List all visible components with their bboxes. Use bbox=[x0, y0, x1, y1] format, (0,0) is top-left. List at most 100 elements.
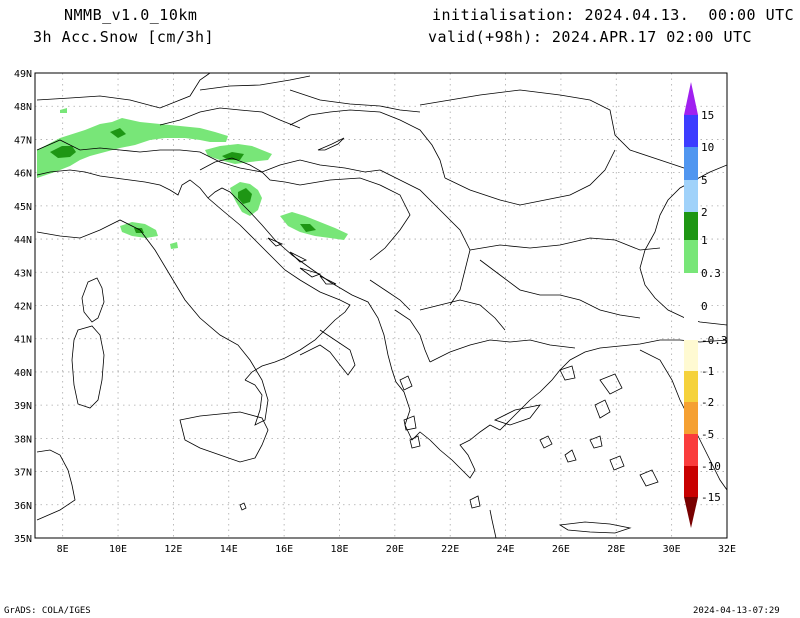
island-4 bbox=[319, 275, 337, 285]
border-romania-south bbox=[469, 237, 661, 251]
lat-tick-label: 40N bbox=[14, 368, 32, 379]
map-content bbox=[35, 73, 727, 538]
coast-sicily bbox=[179, 411, 269, 463]
map-frame bbox=[34, 72, 728, 539]
snow-core-velebit bbox=[238, 188, 252, 204]
border-serbia bbox=[379, 169, 471, 306]
colorbar-segment bbox=[684, 434, 698, 466]
colorbar-label: 2 bbox=[701, 206, 708, 219]
coast-italy-west bbox=[36, 219, 269, 426]
border-slovenia bbox=[199, 157, 301, 186]
lat-tick-labels: 49N 48N 47N 46N 45N 44N 43N 42N 41N 40N 39N 38N 37N 3… bbox=[14, 69, 32, 545]
colorbar-label: 0 bbox=[701, 300, 708, 313]
colorbar-segment bbox=[684, 371, 698, 402]
border-bulgaria bbox=[479, 259, 641, 319]
lat-tick-label: 37N bbox=[14, 468, 32, 479]
colorbar-label: 5 bbox=[701, 174, 708, 187]
island-kythira bbox=[469, 495, 481, 509]
snow-core-bosnia bbox=[300, 224, 316, 232]
lon-tick-label: 32E bbox=[718, 544, 736, 555]
model-title: NMMB_v1.0_10km bbox=[64, 6, 198, 24]
colorbar-segment bbox=[684, 212, 698, 240]
lat-tick-label: 46N bbox=[14, 169, 32, 180]
lat-tick-label: 41N bbox=[14, 335, 32, 346]
coast-italy-heel bbox=[299, 329, 356, 376]
island-chios bbox=[594, 399, 611, 419]
colorbar-label: -5 bbox=[701, 428, 714, 441]
lake-balaton bbox=[317, 137, 345, 151]
colorbar-segment bbox=[684, 115, 698, 147]
island-euboea bbox=[493, 404, 541, 426]
footer-credit: GrADS: COLA/IGES bbox=[4, 606, 91, 616]
colorbar-label: -0.3 bbox=[701, 334, 728, 347]
colorbar-label: 0.3 bbox=[701, 267, 721, 280]
border-czech bbox=[199, 75, 311, 91]
colorbar-label: -1 bbox=[701, 365, 714, 378]
coastlines-borders bbox=[36, 73, 727, 538]
colorbar-label: 10 bbox=[701, 141, 714, 154]
lon-tick-label: 16E bbox=[275, 544, 293, 555]
lat-tick-label: 42N bbox=[14, 302, 32, 313]
island-zakynthos bbox=[409, 435, 421, 449]
coast-sardinia bbox=[71, 325, 105, 409]
island-limnos bbox=[559, 365, 576, 381]
colorbar-label: -15 bbox=[701, 491, 721, 504]
lon-tick-label: 30E bbox=[663, 544, 681, 555]
lon-tick-label: 24E bbox=[497, 544, 515, 555]
border-montenegro bbox=[369, 279, 411, 311]
coast-tunisia bbox=[36, 449, 76, 521]
island-cyclades-c bbox=[589, 435, 603, 449]
snow-apennine-spot bbox=[170, 242, 178, 249]
lon-tick-label: 18E bbox=[330, 544, 348, 555]
lat-tick-label: 45N bbox=[14, 202, 32, 213]
lon-tick-label: 26E bbox=[552, 544, 570, 555]
border-romania bbox=[444, 149, 616, 206]
colorbar-segment bbox=[684, 147, 698, 180]
border-croatia bbox=[261, 159, 381, 173]
colorbar-segment bbox=[684, 306, 698, 340]
snow-alps-west bbox=[37, 118, 228, 178]
colorbar-label: 15 bbox=[701, 109, 714, 122]
island-cyclades-b bbox=[564, 449, 577, 463]
colorbar-arrow-bottom bbox=[684, 497, 698, 528]
snow-spot-west bbox=[60, 108, 67, 113]
coast-libya bbox=[489, 509, 497, 538]
map-area bbox=[35, 73, 727, 538]
lon-tick-label: 8E bbox=[57, 544, 69, 555]
island-3 bbox=[299, 267, 322, 278]
snow-core-west bbox=[50, 146, 76, 158]
lat-tick-label: 48N bbox=[14, 102, 32, 113]
border-ukraine bbox=[419, 89, 691, 171]
valid-time: valid(+98h): 2024.APR.17 02:00 UTC bbox=[428, 28, 753, 46]
island-rhodes bbox=[639, 469, 659, 487]
border-albania bbox=[394, 309, 431, 363]
lat-tick-label: 47N bbox=[14, 135, 32, 146]
island-corfu bbox=[399, 375, 413, 391]
field-title: 3h Acc.Snow [cm/3h] bbox=[33, 28, 215, 46]
colorbar-label: -2 bbox=[701, 396, 714, 409]
border-slovakia bbox=[289, 89, 421, 113]
border-greece-north bbox=[429, 339, 576, 363]
colorbar-arrow-top bbox=[684, 82, 698, 115]
border-bosnia bbox=[299, 177, 411, 261]
lon-tick-label: 12E bbox=[164, 544, 182, 555]
island-cyclades-a bbox=[539, 435, 553, 449]
lon-tick-label: 28E bbox=[607, 544, 625, 555]
colorbar-label: -10 bbox=[701, 460, 721, 473]
lon-tick-label: 20E bbox=[386, 544, 404, 555]
border-austria bbox=[159, 107, 301, 129]
snow-bosnia bbox=[280, 212, 348, 240]
island-kefalonia bbox=[403, 415, 417, 431]
colorbar-segment bbox=[684, 402, 698, 434]
colorbar-segment bbox=[684, 340, 698, 371]
snow-shading bbox=[37, 108, 348, 249]
coast-corsica bbox=[81, 277, 105, 323]
lon-tick-label: 22E bbox=[441, 544, 459, 555]
colorbar-segment bbox=[684, 240, 698, 273]
lat-tick-label: 36N bbox=[14, 501, 32, 512]
coast-italy-east bbox=[36, 169, 351, 381]
snow-core-east bbox=[222, 152, 244, 160]
border-germany bbox=[36, 73, 211, 109]
colorbar-segment bbox=[684, 180, 698, 212]
